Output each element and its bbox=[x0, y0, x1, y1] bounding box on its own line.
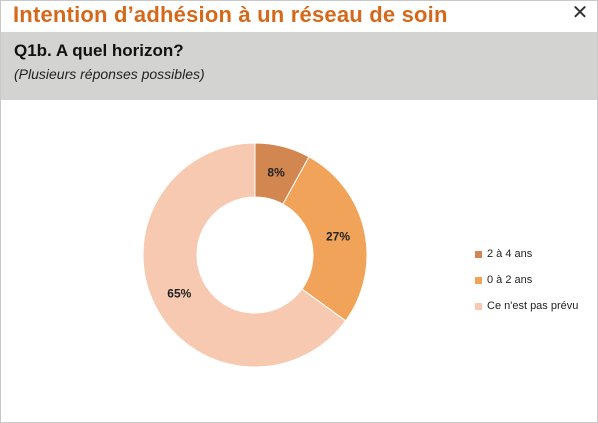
question-subtitle: (Plusieurs réponses possibles) bbox=[14, 66, 205, 82]
legend-item: Ce n'est pas prévu bbox=[475, 299, 578, 313]
slice-label: 8% bbox=[267, 166, 285, 180]
legend-swatch bbox=[475, 250, 482, 258]
donut-slice bbox=[142, 142, 347, 368]
legend-swatch bbox=[475, 302, 482, 310]
legend-label: 2 à 4 ans bbox=[487, 248, 533, 260]
chart-legend: 2 à 4 ans 0 à 2 ans Ce n'est pas prévu bbox=[475, 247, 578, 325]
legend-label: 0 à 2 ans bbox=[487, 274, 533, 286]
question-text: Q1b. A quel horizon? bbox=[14, 41, 184, 60]
legend-item: 2 à 4 ans bbox=[475, 247, 578, 261]
slice-label: 27% bbox=[326, 230, 350, 244]
panel-title: Intention d’adhésion à un réseau de soin bbox=[13, 2, 448, 27]
donut-slice bbox=[282, 156, 368, 322]
question-band: Q1b. A quel horizon? (Plusieurs réponses… bbox=[1, 32, 597, 100]
slice-label: 65% bbox=[167, 287, 191, 301]
close-icon[interactable]: ✕ bbox=[571, 2, 589, 24]
legend-item: 0 à 2 ans bbox=[475, 273, 578, 287]
legend-label: Ce n'est pas prévu bbox=[487, 300, 579, 312]
legend-swatch bbox=[475, 276, 482, 284]
